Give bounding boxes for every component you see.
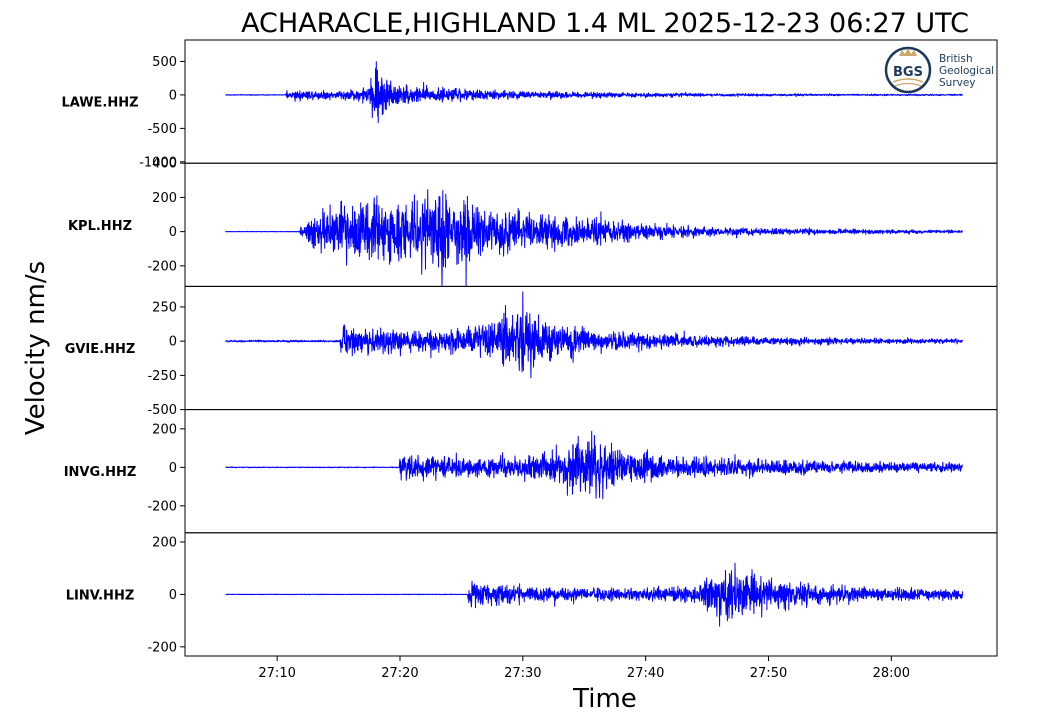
y-axis-label: Velocity nm/s xyxy=(21,261,51,435)
y-tick-label: -1000 xyxy=(139,155,177,170)
y-tick-label: -250 xyxy=(147,369,177,384)
logo-line-british: British xyxy=(939,53,973,65)
y-tick-label: -200 xyxy=(147,259,177,274)
panel-kpl: KPL.HHZ 400 200 0 -200 xyxy=(68,157,998,287)
logo-abbr: BGS xyxy=(893,65,923,80)
panel-linv: LINV.HHZ 200 0 -200 xyxy=(66,532,998,657)
x-tick-label: 28:00 xyxy=(873,666,910,681)
chart-title: ACHARACLE,HIGHLAND 1.4 ML 2025-12-23 06:… xyxy=(241,8,969,39)
y-tick-label: -500 xyxy=(147,403,177,418)
y-tick-label: 0 xyxy=(169,88,177,103)
station-label: GVIE.HHZ xyxy=(65,342,136,357)
y-tick-label: 0 xyxy=(169,588,177,603)
panel-lawe: LAWE.HHZ 500 0 -500 -1000 xyxy=(61,39,998,170)
waveform-trace xyxy=(225,291,963,379)
waveform-trace xyxy=(225,430,963,500)
y-tick-label: -200 xyxy=(147,499,177,514)
station-panels: LAWE.HHZ 500 0 -500 -1000 KPL.HHZ 400 200 0 -200 G… xyxy=(61,39,998,657)
logo-wave-icon xyxy=(894,82,922,87)
y-tick-label: 0 xyxy=(169,461,177,476)
waveform-trace xyxy=(225,562,963,627)
logo-line-geological: Geological xyxy=(939,65,994,77)
waveform-trace xyxy=(225,189,963,287)
panel-gvie: GVIE.HHZ 250 0 -250 -500 xyxy=(65,285,998,418)
y-tick-label: 200 xyxy=(152,191,177,206)
y-tick-label: 200 xyxy=(152,535,177,550)
y-tick-label: 250 xyxy=(152,300,177,315)
x-axis-label: Time xyxy=(572,684,637,714)
y-tick-label: -500 xyxy=(147,122,177,137)
x-tick-label: 27:10 xyxy=(258,666,295,681)
x-tick-label: 27:40 xyxy=(627,666,664,681)
y-tick-label: -200 xyxy=(147,640,177,655)
panel-frame xyxy=(184,39,998,164)
y-tick-label: 200 xyxy=(152,422,177,437)
logo-line-survey: Survey xyxy=(939,77,976,89)
y-tick-label: 0 xyxy=(169,225,177,240)
x-tick-label: 27:50 xyxy=(750,666,787,681)
station-label: LAWE.HHZ xyxy=(61,96,138,111)
panel-invg: INVG.HHZ 200 0 -200 xyxy=(64,409,998,534)
station-label: INVG.HHZ xyxy=(64,465,137,480)
crown-icon xyxy=(899,48,917,56)
station-label: LINV.HHZ xyxy=(66,588,135,603)
x-axis: 27:10 27:20 27:30 27:40 27:50 28:00 xyxy=(258,656,910,681)
x-tick-label: 27:30 xyxy=(504,666,541,681)
station-label: KPL.HHZ xyxy=(68,219,132,234)
waveform-trace xyxy=(225,61,963,124)
bgs-logo: BGS British Geological Survey xyxy=(884,46,994,94)
x-tick-label: 27:20 xyxy=(381,666,418,681)
logo-wave-icon xyxy=(892,78,924,83)
y-tick-label: 500 xyxy=(152,55,177,70)
panel-frame xyxy=(184,285,998,411)
y-tick-label: 400 xyxy=(152,157,177,172)
y-tick-label: 0 xyxy=(169,335,177,350)
